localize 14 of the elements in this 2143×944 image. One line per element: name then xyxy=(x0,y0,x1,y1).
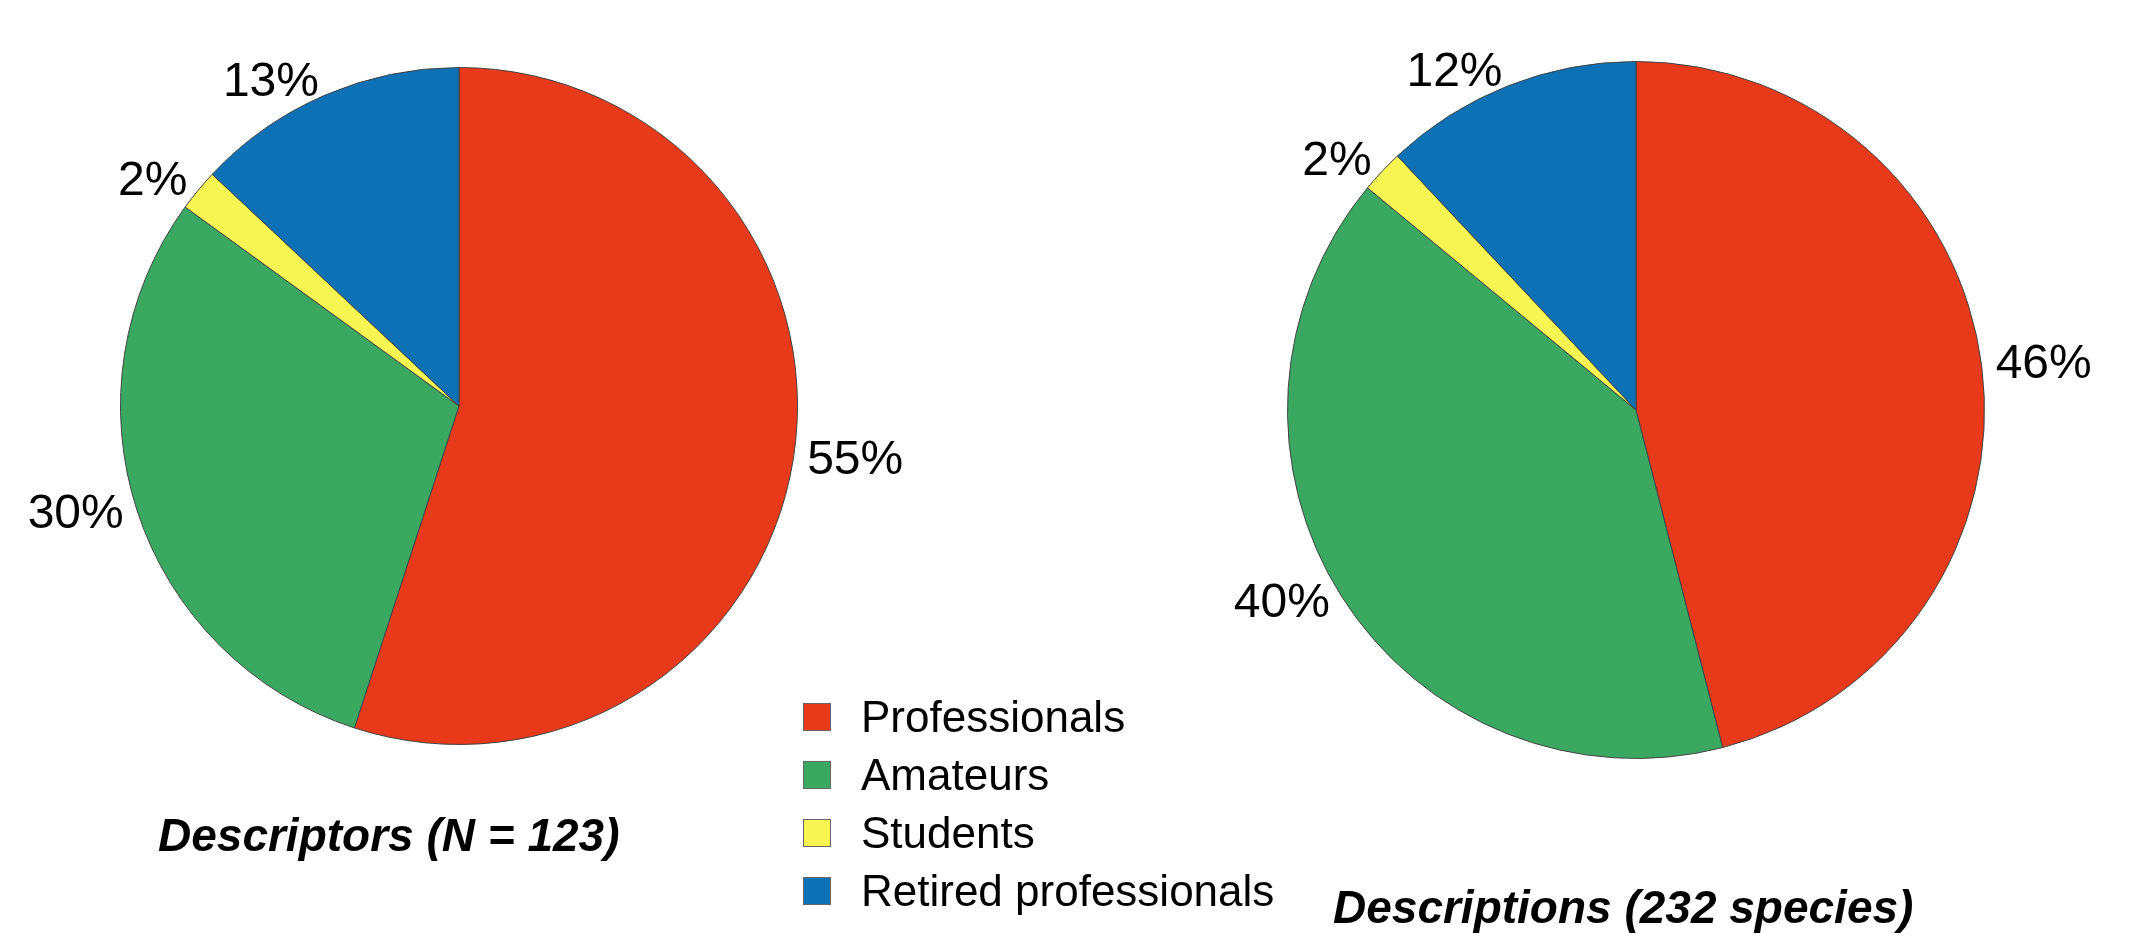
data-label: 55% xyxy=(807,431,904,485)
text: Descriptors (N = 123) xyxy=(158,808,620,862)
text: Descriptions (232 species) xyxy=(1333,880,1914,934)
data-label: 46% xyxy=(1995,334,2092,388)
data-label: 30% xyxy=(27,485,124,539)
data-label: 13% xyxy=(222,52,320,106)
data-label: 12% xyxy=(1406,43,1503,97)
data-label: 2% xyxy=(118,151,188,205)
data-label: 2% xyxy=(1302,132,1372,186)
legend-label: Amateurs xyxy=(861,749,1050,801)
data-label: 40% xyxy=(1233,574,1330,628)
legend-label: Retired professionals xyxy=(861,865,1275,917)
legend-label: Professionals xyxy=(861,691,1126,743)
legend-label: Students xyxy=(861,807,1035,859)
